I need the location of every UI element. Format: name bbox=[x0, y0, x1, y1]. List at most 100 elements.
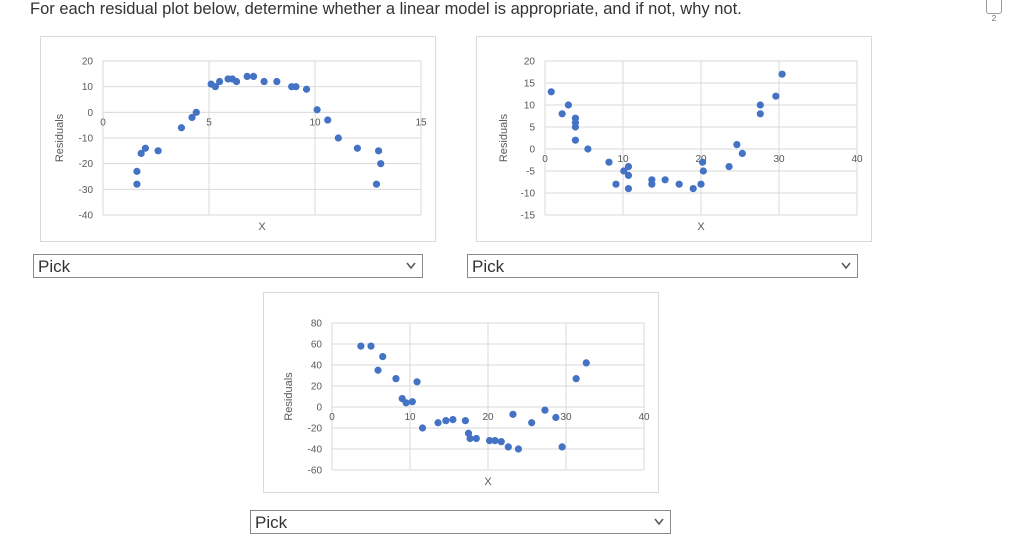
data-point bbox=[564, 101, 572, 109]
data-point bbox=[648, 180, 656, 188]
data-point bbox=[514, 445, 523, 453]
data-point bbox=[434, 419, 442, 427]
x-tick-label: 10 bbox=[404, 412, 416, 423]
residual-plot-1: 20 10 0 -10 -20 -30 -40 0 5 10 15 X Residuals bbox=[40, 36, 436, 242]
y-tick-label: -60 bbox=[308, 466, 323, 477]
y-tick-label: -10 bbox=[79, 134, 94, 145]
data-point bbox=[624, 185, 633, 193]
data-point bbox=[624, 163, 633, 171]
data-point bbox=[572, 375, 580, 383]
data-point bbox=[372, 180, 381, 188]
data-point bbox=[466, 434, 474, 443]
data-point bbox=[418, 424, 427, 432]
data-point bbox=[605, 158, 613, 166]
x-axis-title: X bbox=[697, 221, 705, 233]
data-point bbox=[192, 108, 200, 116]
x-tick-label: 20 bbox=[482, 412, 494, 423]
x-tick-label: 10 bbox=[309, 117, 321, 128]
answer-select-3-value: Pick bbox=[255, 513, 288, 532]
answer-select-1[interactable]: Pick bbox=[33, 254, 423, 278]
data-point bbox=[375, 147, 383, 155]
y-tick-label: 5 bbox=[529, 123, 535, 134]
data-point bbox=[558, 110, 566, 118]
data-point bbox=[582, 359, 590, 367]
chevron-down-icon bbox=[654, 518, 664, 526]
data-point bbox=[141, 144, 149, 152]
data-point bbox=[374, 366, 382, 374]
data-point bbox=[738, 149, 746, 157]
data-point bbox=[313, 106, 321, 114]
y-axis-title: Residuals bbox=[498, 113, 510, 162]
data-point bbox=[725, 163, 733, 171]
data-point bbox=[547, 88, 555, 96]
data-point bbox=[413, 378, 421, 386]
residual-plot-1-svg: 20 10 0 -10 -20 -30 -40 0 5 10 15 X Residuals bbox=[54, 57, 427, 234]
data-point bbox=[558, 443, 566, 451]
data-point bbox=[571, 123, 580, 131]
data-point bbox=[357, 342, 365, 350]
data-point bbox=[188, 113, 196, 122]
answer-select-2[interactable]: Pick bbox=[467, 254, 858, 278]
x-tick-label: 40 bbox=[638, 412, 650, 423]
residual-plot-3-svg: 80 60 40 20 0 -20 -40 -60 0 10 20 30 40 X Residuals bbox=[283, 319, 650, 489]
data-point bbox=[624, 171, 633, 179]
data-point bbox=[249, 72, 258, 80]
x-tick-label: 15 bbox=[415, 117, 427, 128]
data-point bbox=[620, 167, 628, 175]
data-point bbox=[661, 176, 669, 184]
data-point bbox=[461, 417, 469, 425]
data-point bbox=[302, 85, 311, 93]
y-axis-title: Residuals bbox=[54, 113, 66, 162]
data-point bbox=[733, 141, 741, 149]
data-point bbox=[392, 375, 400, 383]
y-tick-label: 80 bbox=[311, 319, 323, 330]
data-point bbox=[260, 77, 268, 86]
y-tick-label: 0 bbox=[87, 108, 93, 119]
data-point bbox=[571, 136, 580, 144]
data-point bbox=[552, 413, 560, 422]
data-point bbox=[243, 72, 251, 80]
data-point bbox=[408, 398, 416, 406]
data-point bbox=[133, 180, 141, 188]
data-point bbox=[699, 167, 707, 175]
data-point bbox=[137, 149, 145, 157]
y-tick-label: -40 bbox=[308, 445, 323, 456]
data-point bbox=[756, 110, 764, 118]
x-tick-label: 30 bbox=[560, 412, 572, 423]
y-tick-label: -40 bbox=[79, 211, 94, 222]
data-point bbox=[689, 185, 697, 193]
answer-select-2-value: Pick bbox=[472, 257, 505, 276]
x-tick-label: 0 bbox=[100, 117, 106, 128]
y-tick-label: -10 bbox=[521, 189, 536, 200]
data-point bbox=[353, 144, 361, 152]
data-point bbox=[697, 180, 705, 188]
data-point bbox=[497, 438, 505, 446]
side-panel-number: 2 bbox=[991, 14, 997, 23]
x-axis-title: X bbox=[484, 476, 492, 488]
data-point bbox=[377, 160, 385, 168]
data-point bbox=[133, 167, 141, 175]
y-tick-label: -15 bbox=[521, 211, 536, 222]
data-point bbox=[449, 416, 457, 424]
data-point bbox=[675, 180, 683, 188]
y-tick-label: 20 bbox=[524, 57, 536, 68]
answer-select-1-value: Pick bbox=[38, 257, 71, 276]
data-point bbox=[334, 134, 342, 142]
data-point bbox=[485, 437, 494, 445]
y-axis-title: Residuals bbox=[283, 372, 295, 421]
side-panel-handle[interactable] bbox=[986, 0, 1002, 14]
data-point bbox=[177, 124, 186, 132]
y-tick-label: -20 bbox=[79, 159, 94, 170]
data-point bbox=[541, 406, 549, 414]
y-tick-label: -5 bbox=[526, 167, 535, 178]
x-tick-label: 40 bbox=[851, 154, 863, 165]
chevron-down-icon bbox=[841, 262, 851, 270]
data-point bbox=[211, 83, 219, 91]
x-tick-label: 5 bbox=[206, 117, 212, 128]
data-point bbox=[584, 145, 592, 153]
data-point bbox=[612, 180, 620, 188]
answer-select-3[interactable]: Pick bbox=[250, 510, 671, 534]
x-tick-label: 0 bbox=[329, 412, 335, 423]
data-point bbox=[472, 434, 480, 443]
